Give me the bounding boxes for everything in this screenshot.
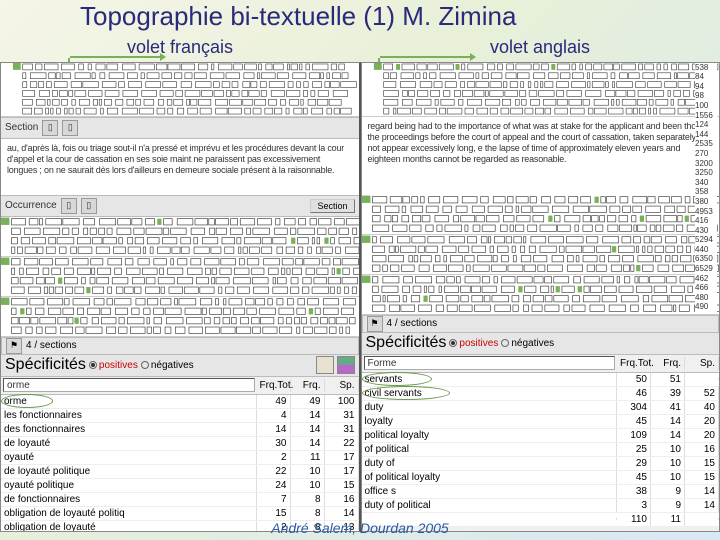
pane-english: regard being had to the importance of wh… xyxy=(361,62,720,532)
table-row[interactable]: duty of291015 xyxy=(362,457,720,471)
table-row[interactable]: oyauté politique241015 xyxy=(1,479,359,493)
barcode-2-fr[interactable] xyxy=(1,217,359,257)
col-frqtot-en[interactable]: Frq.Tot. xyxy=(617,357,651,370)
table-row[interactable]: 11011 xyxy=(362,513,720,527)
text-excerpt-en: regard being had to the importance of wh… xyxy=(362,117,720,195)
col-frq[interactable]: Frq. xyxy=(291,379,325,392)
section-label: Section xyxy=(5,122,38,133)
table-row[interactable]: oyauté21117 xyxy=(1,451,359,465)
section-button-fr[interactable]: Section xyxy=(310,199,354,213)
sections-count-en: ⚑ 4 / sections xyxy=(362,315,720,333)
table-row[interactable]: orme4949100 xyxy=(1,395,359,409)
spec-toolbar-en: Spécificités positives négatives xyxy=(362,333,720,355)
barcode-2-en[interactable] xyxy=(362,195,720,235)
barcode-4-fr[interactable] xyxy=(1,297,359,337)
table-row[interactable]: political loyalty1091420 xyxy=(362,429,720,443)
freq-table-en: Frq.Tot. Frq. Sp. servants5051civil serv… xyxy=(362,355,720,527)
main-split: Section ▯ ▯ au, d'après là, fois ou tria… xyxy=(0,62,720,532)
table-row[interactable]: office s38914 xyxy=(362,485,720,499)
table-row[interactable]: civil servants463952 xyxy=(362,387,720,401)
table-row[interactable]: les fonctionnaires41431 xyxy=(1,409,359,423)
col-frq-en[interactable]: Frq. xyxy=(651,357,685,370)
slide-title: Topographie bi-textuelle (1) M. Zimina xyxy=(0,0,720,31)
flag-icon[interactable]: ⚑ xyxy=(6,338,22,354)
barcode-3-en[interactable] xyxy=(362,235,720,275)
table-row[interactable]: de loyauté politique221017 xyxy=(1,465,359,479)
sections-count-text: 4 / sections xyxy=(26,340,77,351)
table-row[interactable]: des fonctionnaires141431 xyxy=(1,423,359,437)
radio-negative-en[interactable]: négatives xyxy=(501,338,554,349)
col-frqtot[interactable]: Frq.Tot. xyxy=(257,379,291,392)
subtitle-french: volet français xyxy=(0,37,360,58)
radio-positive-en[interactable]: positives xyxy=(449,338,498,349)
table-row[interactable]: obligation de loyauté politiq15814 xyxy=(1,507,359,521)
next-icon[interactable]: ▯ xyxy=(62,120,78,136)
table-row[interactable]: duty3044140 xyxy=(362,401,720,415)
table-row[interactable]: of political loyalty451015 xyxy=(362,471,720,485)
table-row[interactable]: duty of political3914 xyxy=(362,499,720,513)
table-row[interactable]: de fonctionnaires7816 xyxy=(1,493,359,507)
barcode-3-fr[interactable] xyxy=(1,257,359,297)
sections-count-fr: ⚑ 4 / sections xyxy=(1,337,359,355)
freq-table-fr: Frq.Tot. Frq. Sp. orme4949100les fonctio… xyxy=(1,377,359,532)
stats-column: 5388494981001556124144253527032003250340… xyxy=(695,63,717,312)
table-row[interactable]: loyalty451420 xyxy=(362,415,720,429)
spec-label: Spécificités xyxy=(5,356,86,374)
table-row[interactable]: of political251016 xyxy=(362,443,720,457)
occ-next-icon[interactable]: ▯ xyxy=(81,198,97,214)
occ-prev-icon[interactable]: ▯ xyxy=(61,198,77,214)
text-excerpt-fr: au, d'après là, fois ou triage sout-il n… xyxy=(1,139,359,195)
col-sp[interactable]: Sp. xyxy=(325,379,359,392)
filter-input-fr[interactable] xyxy=(3,378,255,392)
occurrence-bar-fr: Occurrence ▯ ▯ Section xyxy=(1,195,359,217)
table-row[interactable]: servants5051 xyxy=(362,373,720,387)
barcode-top-fr[interactable] xyxy=(1,63,359,117)
pane-french: Section ▯ ▯ au, d'après là, fois ou tria… xyxy=(0,62,361,532)
table-row[interactable]: obligation de loyauté2813 xyxy=(1,521,359,532)
prev-icon[interactable]: ▯ xyxy=(42,120,58,136)
occurrence-label: Occurrence xyxy=(5,200,57,211)
tool-icon-1[interactable] xyxy=(316,356,334,374)
subtitle-english: volet anglais xyxy=(360,37,720,58)
spec-label-en: Spécificités xyxy=(366,334,447,352)
radio-negative-fr[interactable]: négatives xyxy=(141,360,194,371)
table-row[interactable]: de loyauté301422 xyxy=(1,437,359,451)
spec-toolbar-fr: Spécificités positives négatives xyxy=(1,355,359,377)
section-header-fr: Section ▯ ▯ xyxy=(1,117,359,139)
barcode-top-en[interactable] xyxy=(362,63,720,117)
barcode-4-en[interactable] xyxy=(362,275,720,315)
col-sp-en[interactable]: Sp. xyxy=(685,357,719,370)
radio-positive-fr[interactable]: positives xyxy=(89,360,138,371)
sections-count-text-en: 4 / sections xyxy=(387,318,438,329)
flag-icon-en[interactable]: ⚑ xyxy=(367,316,383,332)
tool-icon-2[interactable] xyxy=(337,356,355,374)
filter-input-en[interactable] xyxy=(364,356,616,370)
